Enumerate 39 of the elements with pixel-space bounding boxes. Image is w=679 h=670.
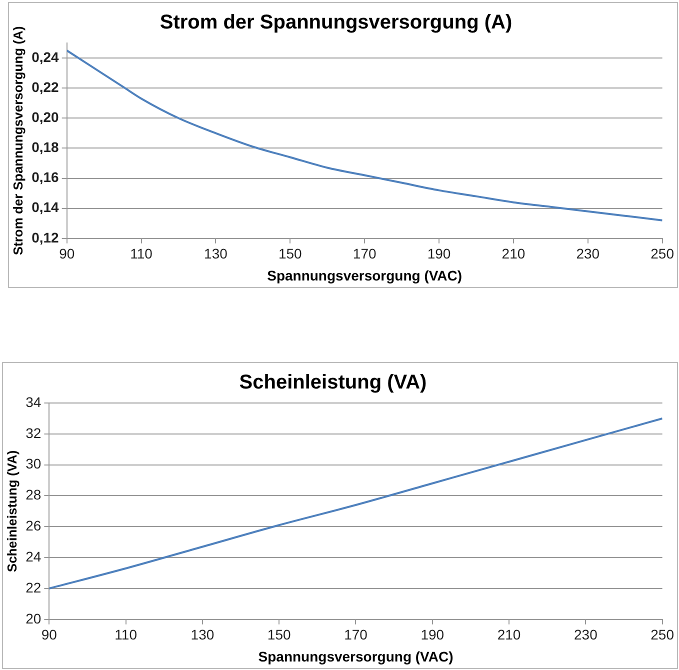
y-tick-label: 26 — [26, 518, 42, 534]
x-tick-label: 210 — [502, 246, 526, 262]
x-tick-label: 110 — [114, 626, 138, 643]
y-tick-label: 0,20 — [32, 109, 60, 126]
x-tick-label: 110 — [130, 246, 153, 262]
y-tick-label: 28 — [26, 486, 42, 503]
y-tick-label: 0,14 — [32, 199, 60, 216]
y-tick-label: 30 — [26, 456, 42, 472]
x-tick-label: 90 — [41, 626, 58, 643]
x-axis-title: Spannungsversorgung (VAC) — [267, 267, 462, 284]
chart-title: Strom der Spannungsversorgung (A) — [160, 12, 512, 34]
x-tick-label: 230 — [576, 246, 600, 262]
y-tick-label: 34 — [26, 394, 42, 410]
x-tick-label: 130 — [204, 246, 228, 262]
y-tick-label: 22 — [26, 579, 42, 596]
x-tick-label: 250 — [650, 626, 674, 643]
x-tick-label: 190 — [420, 626, 444, 643]
y-tick-label: 20 — [26, 610, 42, 626]
y-tick-label: 32 — [26, 424, 42, 441]
y-tick-label: 0,18 — [32, 139, 60, 156]
y-tick-label: 0,12 — [32, 229, 60, 246]
y-tick-label: 0,16 — [32, 169, 60, 186]
x-tick-label: 210 — [497, 626, 521, 643]
x-axis-title: Spannungsversorgung (VAC) — [258, 648, 454, 664]
chart-title: Scheinleistung (VA) — [239, 372, 427, 394]
y-axis-title: Scheinleistung (VA) — [4, 450, 20, 572]
y-tick-label: 0,22 — [32, 78, 60, 95]
x-tick-label: 130 — [190, 626, 214, 643]
x-tick-label: 190 — [427, 246, 451, 262]
x-tick-label: 150 — [267, 626, 291, 643]
x-tick-label: 230 — [574, 626, 598, 643]
x-tick-label: 250 — [650, 246, 674, 262]
x-tick-label: 90 — [59, 246, 75, 262]
y-tick-label: 24 — [26, 548, 42, 564]
y-tick-label: 0,24 — [32, 48, 60, 65]
y-axis-title: Strom der Spannungsversorgung (A) — [10, 26, 26, 256]
x-tick-label: 150 — [278, 246, 302, 262]
x-tick-label: 170 — [344, 626, 368, 643]
x-tick-label: 170 — [352, 246, 376, 262]
